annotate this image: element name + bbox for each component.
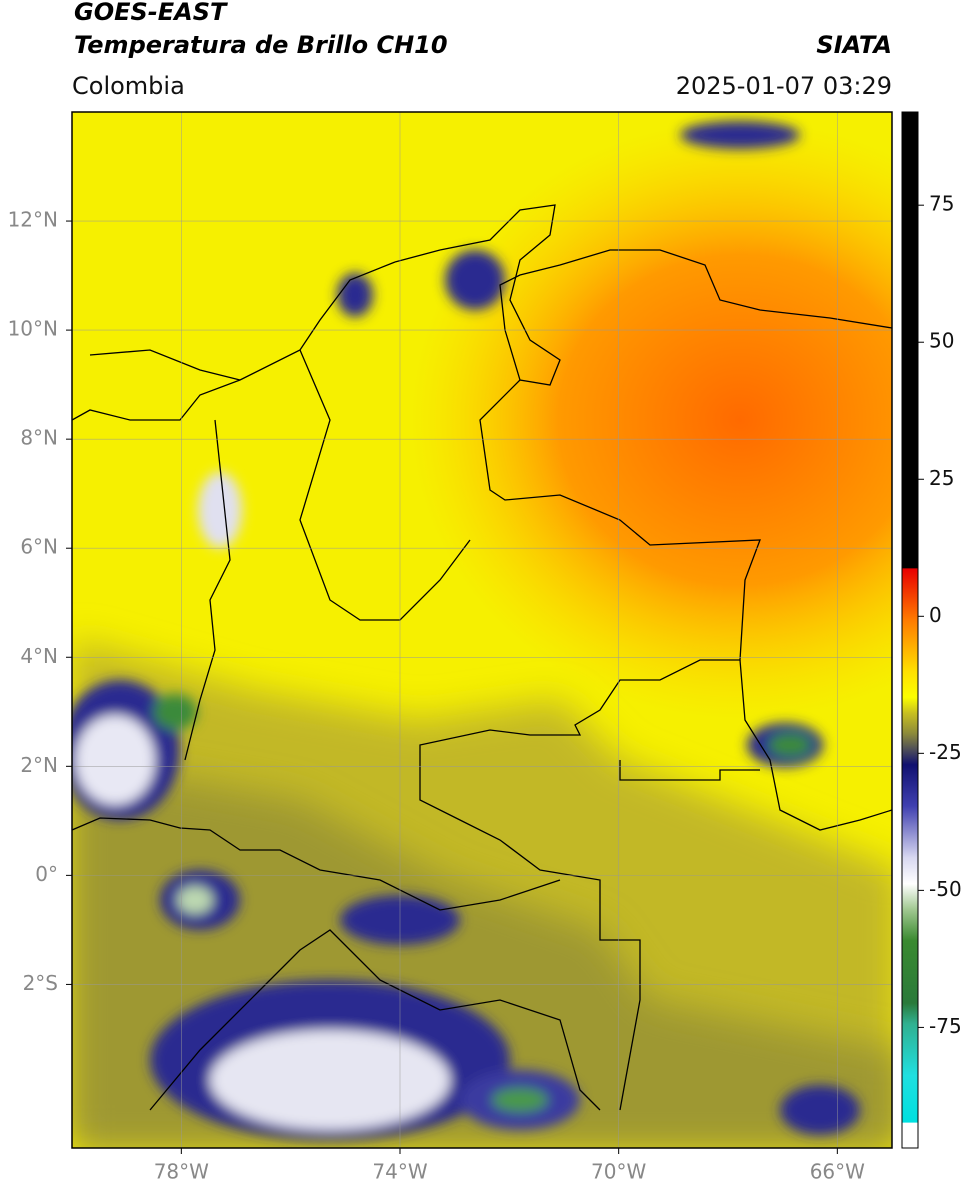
title: GOES-EAST xyxy=(74,0,228,26)
colorbar-tick-label: -75 xyxy=(929,1014,962,1038)
colorbar-tick-label: 25 xyxy=(929,466,954,490)
y-tick-label: 8°N xyxy=(20,426,58,450)
graticule xyxy=(72,112,892,1148)
timestamp: 2025-01-07 03:29 xyxy=(676,72,892,100)
colorbar xyxy=(901,111,919,1149)
y-tick-label: 2°S xyxy=(23,971,58,995)
satellite-image xyxy=(72,112,892,1148)
y-tick-label: 12°N xyxy=(8,208,58,232)
map-frame xyxy=(71,111,893,1149)
subtitle: Temperatura de Brillo CH10 xyxy=(74,31,448,59)
x-tick-label: 74°W xyxy=(372,1160,427,1184)
colorbar-tick-label: 50 xyxy=(929,329,954,353)
colorbar-tick-label: -50 xyxy=(929,877,962,901)
y-tick-label: 10°N xyxy=(8,317,58,341)
y-tick-label: 6°N xyxy=(20,535,58,559)
x-tick-label: 78°W xyxy=(154,1160,209,1184)
x-tick-label: 66°W xyxy=(810,1160,865,1184)
y-tick-label: 2°N xyxy=(20,753,58,777)
region: Colombia xyxy=(72,72,185,100)
colorbar-tick-label: 0 xyxy=(929,603,942,627)
colorbar-tick-label: -25 xyxy=(929,740,962,764)
colorbar-tick-label: 75 xyxy=(929,192,954,216)
y-tick-label: 0° xyxy=(35,862,58,886)
y-tick-label: 4°N xyxy=(20,644,58,668)
source: SIATA xyxy=(816,31,892,59)
x-tick-label: 70°W xyxy=(591,1160,646,1184)
